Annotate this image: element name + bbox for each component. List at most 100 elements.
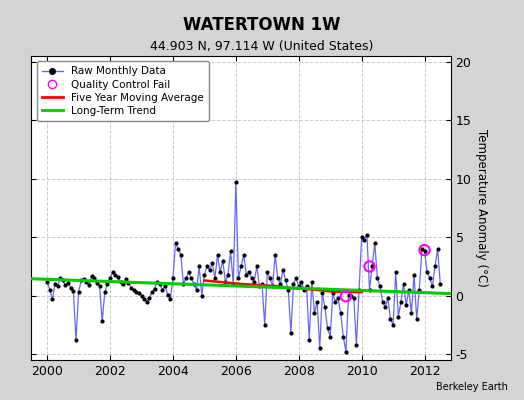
Point (284, 287, 292, 293)
Point (127, 284, 135, 291)
Point (402, 302, 410, 308)
Point (166, 296, 174, 302)
Point (436, 281, 444, 287)
Point (200, 272, 209, 278)
Point (342, 349, 350, 355)
Point (116, 278, 125, 285)
Point (420, 248, 429, 254)
Point (360, 236, 368, 243)
Point (119, 281, 127, 287)
Point (271, 252, 279, 258)
Point (61, 282, 70, 288)
Point (310, 310, 319, 316)
Point (59, 277, 67, 284)
Point (355, 287, 363, 293)
Point (156, 281, 164, 287)
Point (315, 345, 324, 352)
Point (378, 298, 387, 305)
Point (101, 289, 109, 295)
Point (250, 278, 258, 285)
Point (357, 234, 366, 240)
Point (187, 275, 195, 281)
Point (72, 337, 80, 343)
Point (329, 290, 337, 296)
Point (232, 179, 240, 186)
Point (344, 291, 353, 298)
Point (203, 263, 211, 270)
Point (274, 275, 282, 281)
Point (226, 248, 235, 254)
Point (407, 310, 416, 316)
Point (420, 247, 429, 253)
Point (305, 337, 313, 343)
Point (148, 289, 156, 295)
Point (352, 342, 361, 348)
Point (122, 276, 130, 282)
Point (433, 246, 442, 252)
Point (179, 281, 188, 287)
Point (397, 298, 405, 305)
Point (174, 246, 182, 252)
Point (129, 287, 138, 293)
Point (289, 281, 298, 287)
Text: WATERTOWN 1W: WATERTOWN 1W (183, 16, 341, 34)
Point (171, 240, 180, 246)
Point (114, 274, 122, 280)
Point (67, 284, 75, 291)
Point (229, 281, 237, 287)
Point (93, 280, 101, 286)
Point (132, 289, 140, 295)
Point (161, 283, 169, 290)
Point (386, 316, 395, 322)
Point (158, 287, 167, 293)
Point (247, 275, 256, 281)
Point (418, 246, 426, 252)
Point (370, 240, 379, 246)
Point (258, 281, 266, 287)
Point (205, 267, 214, 273)
Point (266, 275, 274, 281)
Point (140, 296, 148, 302)
Point (124, 280, 133, 286)
Point (415, 287, 423, 293)
Point (169, 275, 177, 281)
Point (219, 258, 227, 264)
Point (82, 278, 91, 285)
Point (318, 290, 326, 296)
Point (313, 298, 321, 305)
Point (336, 310, 345, 316)
Point (245, 269, 253, 276)
Point (53, 283, 62, 290)
Point (431, 263, 439, 270)
Point (43, 278, 51, 285)
Point (281, 277, 290, 284)
Point (321, 304, 329, 310)
Point (211, 275, 219, 281)
Point (163, 291, 172, 298)
Point (339, 334, 347, 340)
Point (239, 252, 248, 258)
Point (342, 293, 350, 300)
Point (412, 316, 421, 322)
Point (192, 287, 201, 293)
Point (213, 252, 222, 258)
Point (111, 272, 119, 278)
Point (405, 287, 413, 293)
Text: Berkeley Earth: Berkeley Earth (436, 382, 508, 392)
Point (51, 281, 59, 287)
Point (368, 263, 376, 270)
Point (268, 283, 277, 290)
Point (98, 318, 106, 325)
Point (308, 278, 316, 285)
Point (108, 269, 117, 276)
Legend: Raw Monthly Data, Quality Control Fail, Five Year Moving Average, Long-Term Tren: Raw Monthly Data, Quality Control Fail, … (37, 61, 209, 121)
Point (150, 286, 159, 292)
Point (394, 314, 402, 320)
Point (425, 275, 434, 281)
Point (95, 283, 104, 290)
Point (90, 275, 99, 281)
Point (260, 322, 269, 328)
Point (56, 275, 64, 281)
Point (153, 278, 161, 285)
Point (195, 263, 203, 270)
